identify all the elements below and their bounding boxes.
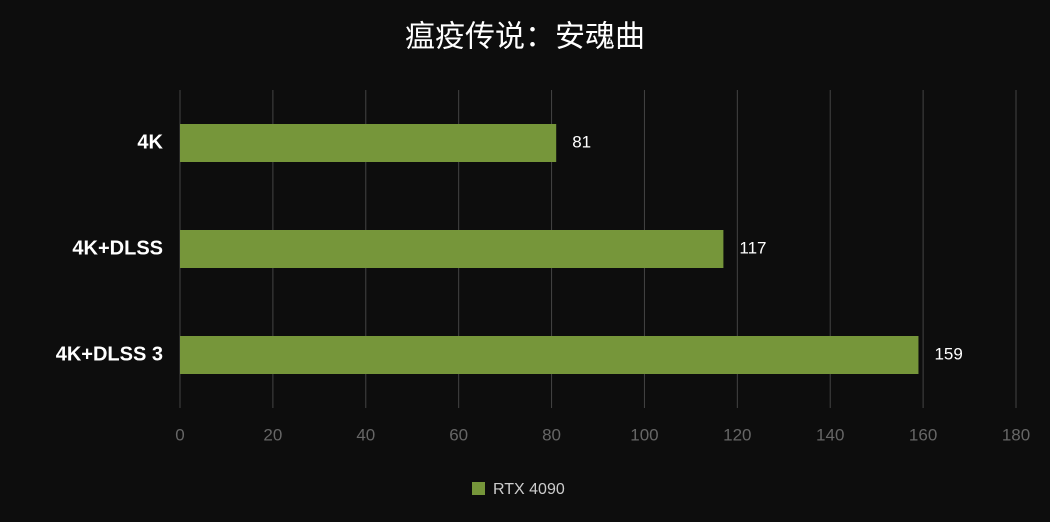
chart-title: 瘟疫传说：安魂曲 bbox=[405, 20, 645, 55]
x-tick-label: 180 bbox=[1002, 425, 1030, 444]
x-tick-label: 40 bbox=[356, 425, 375, 444]
data-label: 159 bbox=[934, 344, 962, 363]
bar bbox=[180, 336, 919, 374]
x-tick-label: 80 bbox=[542, 425, 561, 444]
bar bbox=[180, 124, 557, 162]
y-tick-label: 4K bbox=[137, 131, 163, 153]
legend-label: RTX 4090 bbox=[493, 481, 565, 498]
x-tick-label: 160 bbox=[909, 425, 937, 444]
y-tick-label: 4K+DLSS bbox=[72, 237, 163, 259]
x-tick-label: 140 bbox=[816, 425, 844, 444]
x-tick-label: 60 bbox=[449, 425, 468, 444]
data-label: 117 bbox=[739, 238, 766, 257]
legend-swatch bbox=[472, 482, 485, 495]
x-tick-label: 120 bbox=[723, 425, 751, 444]
x-tick-label: 0 bbox=[175, 425, 184, 444]
data-label: 81 bbox=[572, 132, 591, 151]
y-tick-label: 4K+DLSS 3 bbox=[56, 343, 163, 365]
bar bbox=[180, 230, 724, 268]
x-tick-label: 20 bbox=[263, 425, 282, 444]
x-tick-label: 100 bbox=[630, 425, 658, 444]
